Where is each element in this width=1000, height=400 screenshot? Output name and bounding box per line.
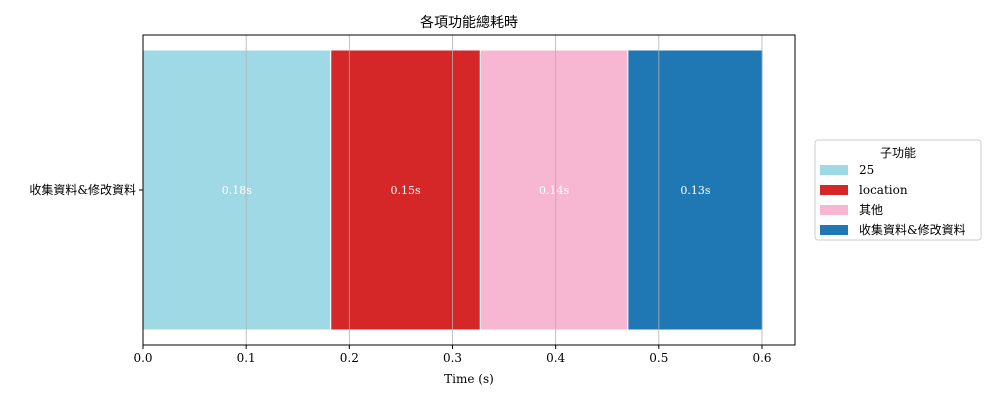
legend-swatch-1 [820,185,848,195]
x-axis-label: Time (s) [444,372,494,386]
legend-swatch-2 [820,205,848,215]
bar-value-label-3: 0.13s [680,184,710,197]
legend-entry-2: 其他 [859,203,883,217]
y-tick-label-0: 收集資料&修改資料 [29,182,136,197]
bar-value-label-2: 0.14s [539,184,569,197]
x-axis-ticks: 0.0 0.1 0.2 0.3 0.4 0.5 0.6 [133,345,772,365]
legend-title: 子功能 [880,146,916,160]
legend-entry-3: 收集資料&修改資料 [859,222,966,237]
x-tick-label-5: 0.5 [649,351,668,365]
x-tick-label-3: 0.3 [443,351,462,365]
bar-segment-0 [142,49,332,331]
bar-label-group: 0.18s 0.15s 0.14s 0.13s [222,184,711,197]
legend-entry-0: 25 [859,163,874,177]
x-tick-label-6: 0.6 [752,351,771,365]
x-tick-label-2: 0.2 [340,351,359,365]
bar-segment-3 [627,49,764,331]
bar-group [142,49,764,331]
x-tick-label-0: 0.0 [133,351,152,365]
bar-segment-1 [330,49,481,331]
chart-title: 各項功能總耗時 [420,14,518,31]
legend-box [814,139,982,241]
x-tick-label-4: 0.4 [546,351,565,365]
bar-value-label-0: 0.18s [222,184,252,197]
legend-swatch-0 [820,165,848,175]
x-tick-label-1: 0.1 [237,351,256,365]
y-axis-ticks: 收集資料&修改資料 [29,182,143,197]
bar-value-label-1: 0.15s [390,184,420,197]
legend-swatch-3 [820,225,848,235]
legend-entry-1: location [859,183,908,197]
bar-segment-2 [479,49,629,331]
